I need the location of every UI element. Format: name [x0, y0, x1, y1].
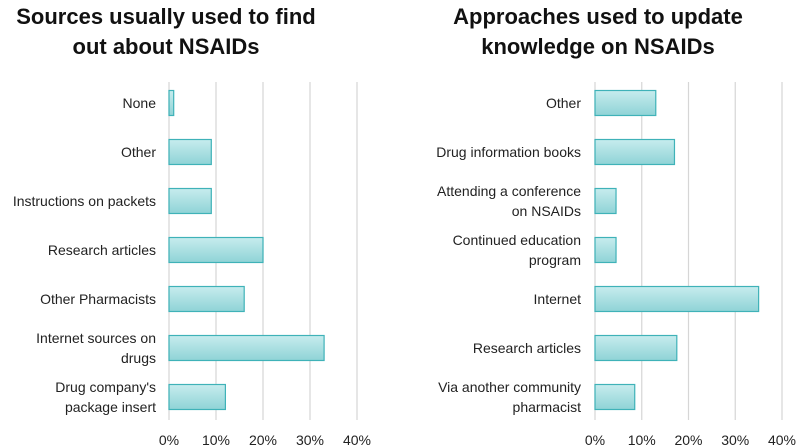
category-label: Drug information books: [436, 144, 581, 160]
x-tick-label: 30%: [721, 432, 749, 448]
chart-2: Approaches used to update knowledge on NS…: [436, 4, 796, 448]
category-label: on NSAIDs: [512, 203, 581, 219]
x-tick-label: 10%: [628, 432, 656, 448]
bar: [594, 334, 678, 362]
bar: [594, 383, 636, 411]
category-label: drugs: [121, 350, 156, 366]
x-tick-label: 10%: [202, 432, 230, 448]
x-tick-label: 20%: [674, 432, 702, 448]
bar: [168, 285, 245, 313]
x-tick-label: 0%: [159, 432, 179, 448]
category-label: package insert: [65, 399, 156, 415]
category-label: Continued education: [453, 232, 581, 248]
bar: [594, 187, 617, 215]
x-tick-label: 40%: [343, 432, 371, 448]
bar: [168, 89, 175, 117]
category-label: Other: [546, 95, 581, 111]
bar: [594, 89, 657, 117]
category-label: None: [123, 95, 157, 111]
category-label: Other: [121, 144, 156, 160]
chart-1: Sources usually used to find out about NS…: [13, 4, 371, 448]
category-label: Internet sources on: [36, 330, 156, 346]
chart-title: out about NSAIDs: [73, 34, 260, 59]
x-tick-label: 30%: [296, 432, 324, 448]
category-label: Other Pharmacists: [40, 291, 156, 307]
chart-title: Sources usually used to find: [16, 4, 316, 29]
category-label: program: [529, 252, 581, 268]
chart-title: knowledge on NSAIDs: [481, 34, 714, 59]
category-label: Research articles: [473, 340, 581, 356]
category-label: Drug company's: [55, 379, 156, 395]
bar: [168, 236, 264, 264]
x-tick-label: 40%: [768, 432, 796, 448]
category-label: Instructions on packets: [13, 193, 156, 209]
category-label: Research articles: [48, 242, 156, 258]
category-label: Via another community: [438, 379, 581, 395]
category-label: Internet: [534, 291, 582, 307]
bar: [594, 138, 676, 166]
bar: [594, 236, 617, 264]
x-tick-label: 0%: [585, 432, 605, 448]
category-label: Attending a conference: [437, 183, 581, 199]
x-tick-label: 20%: [249, 432, 277, 448]
chart-title: Approaches used to update: [453, 4, 743, 29]
category-label: pharmacist: [513, 399, 582, 415]
bar: [168, 187, 212, 215]
bar: [168, 383, 227, 411]
bar: [594, 285, 760, 313]
bar: [168, 138, 212, 166]
bar: [168, 334, 325, 362]
